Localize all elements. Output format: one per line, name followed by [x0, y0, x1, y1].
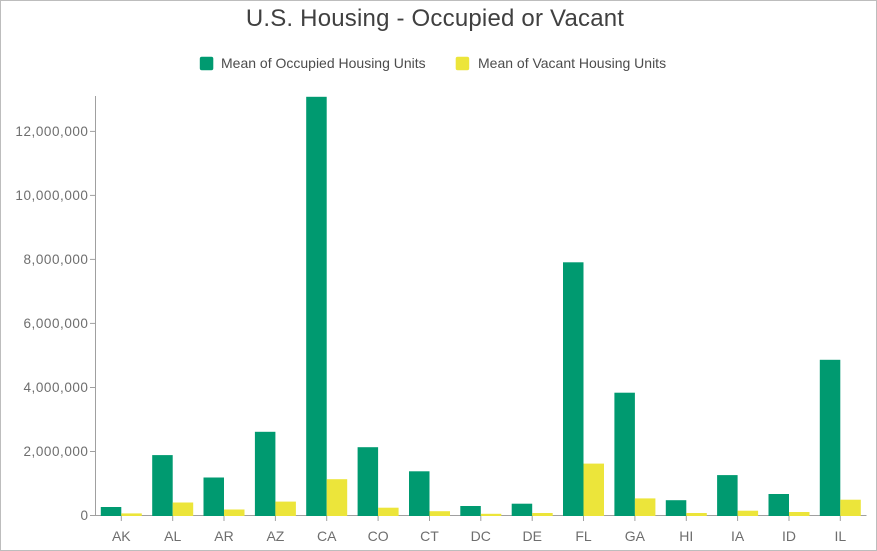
- svg-text:CO: CO: [368, 528, 389, 544]
- svg-text:6,000,000: 6,000,000: [23, 316, 88, 331]
- svg-text:Mean of Occupied Housing Units: Mean of Occupied Housing Units: [221, 55, 426, 71]
- svg-text:DE: DE: [522, 528, 541, 544]
- svg-text:0: 0: [80, 508, 88, 523]
- svg-text:HI: HI: [679, 528, 693, 544]
- svg-text:IL: IL: [834, 528, 846, 544]
- svg-text:DC: DC: [471, 528, 491, 544]
- svg-text:AL: AL: [164, 528, 181, 544]
- svg-text:Mean of Vacant Housing Units: Mean of Vacant Housing Units: [478, 55, 666, 71]
- svg-text:CT: CT: [420, 528, 439, 544]
- svg-text:12,000,000: 12,000,000: [15, 124, 88, 139]
- svg-text:CA: CA: [317, 528, 337, 544]
- svg-text:GA: GA: [625, 528, 646, 544]
- svg-text:AK: AK: [112, 528, 131, 544]
- svg-text:AR: AR: [214, 528, 233, 544]
- svg-text:U.S. Housing - Occupied or Vac: U.S. Housing - Occupied or Vacant: [246, 5, 624, 32]
- svg-text:2,000,000: 2,000,000: [23, 444, 88, 459]
- svg-text:10,000,000: 10,000,000: [15, 188, 88, 203]
- svg-text:ID: ID: [782, 528, 796, 544]
- svg-text:AZ: AZ: [266, 528, 284, 544]
- svg-text:FL: FL: [575, 528, 592, 544]
- svg-text:4,000,000: 4,000,000: [23, 380, 88, 395]
- svg-text:IA: IA: [731, 528, 745, 544]
- svg-text:8,000,000: 8,000,000: [23, 252, 88, 267]
